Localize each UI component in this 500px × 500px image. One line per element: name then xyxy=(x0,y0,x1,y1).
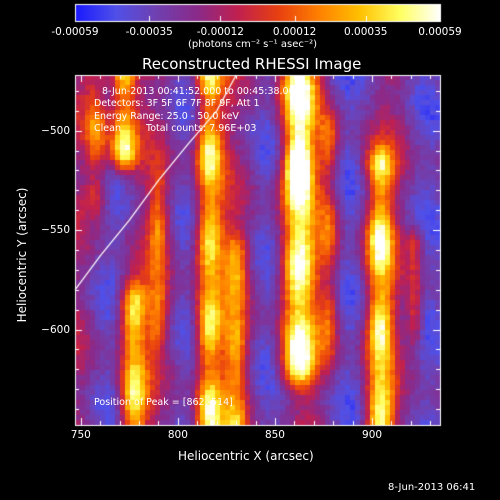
annotation-peak-position: Position of Peak = [862,-514] xyxy=(94,397,233,408)
x-tick-label: 800 xyxy=(167,429,188,441)
y-tick-label: −600 xyxy=(41,323,70,336)
x-tick-label: 750 xyxy=(70,429,91,441)
x-tick-label: 850 xyxy=(264,429,285,441)
colorbar-tick-label: -0.00012 xyxy=(196,26,244,38)
annotation-detectors: Detectors: 3F 5F 6F 7F 8F 9F, Att 1 xyxy=(94,98,260,109)
y-tick-label: −500 xyxy=(41,124,70,137)
x-axis-label: Heliocentric X (arcsec) xyxy=(178,449,314,463)
x-tick-label: 900 xyxy=(362,429,383,441)
footer-timestamp: 8-Jun-2013 06:41 xyxy=(388,482,476,493)
colorbar-tick-label: 0.00012 xyxy=(272,26,317,38)
y-tick-label: −550 xyxy=(41,224,70,237)
annotation-clean: Clean xyxy=(94,123,121,134)
y-axis-label: Heliocentric Y (arcsec) xyxy=(15,187,29,323)
colorbar-tick-label: 0.00059 xyxy=(418,26,462,38)
colorbar-tick-label: -0.00059 xyxy=(51,26,99,38)
chart-title: Reconstructed RHESSI Image xyxy=(142,55,362,73)
annotation-time-range: 8-Jun-2013 00:41:52.000 to 00:45:38.000 xyxy=(102,86,301,97)
colorbar-tick-label: 0.00035 xyxy=(344,26,388,38)
annotation-total-counts: Total counts: 7.96E+03 xyxy=(146,123,257,134)
colorbar-tick-label: -0.00035 xyxy=(125,26,173,38)
annotation-energy-range: Energy Range: 25.0 - 50.0 keV xyxy=(94,111,239,122)
colorbar-unit-label: (photons cm⁻² s⁻¹ asec⁻²) xyxy=(188,39,318,50)
